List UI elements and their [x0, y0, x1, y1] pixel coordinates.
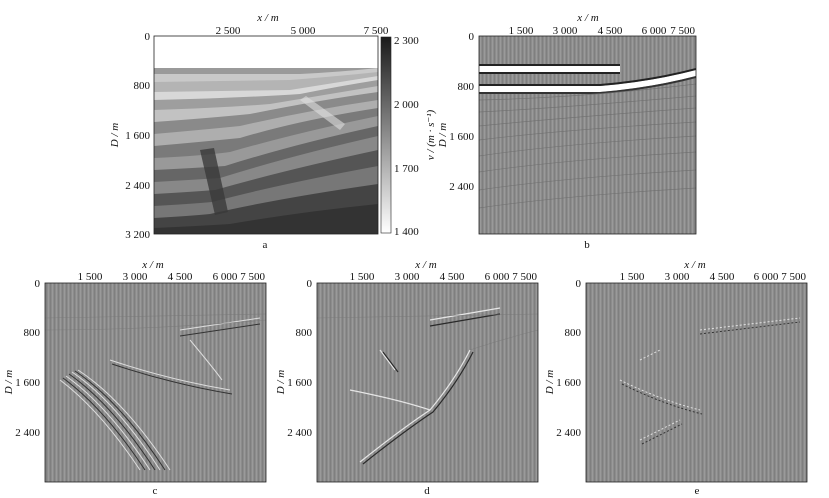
colorbar-tick: 2 000 [394, 99, 419, 111]
panel-a-xtick: 2 500 [216, 25, 241, 37]
panel-c-ylabel: D / m [3, 370, 15, 396]
panel-e-ytick: 0 [576, 278, 582, 290]
panel-c: x / m 1 500 3 000 4 500 6 000 7 500 0 80… [3, 259, 267, 497]
panel-a-ytick: 0 [145, 31, 151, 43]
panel-d-ytick: 1 600 [287, 377, 312, 389]
panel-d-xtick: 3 000 [395, 271, 420, 283]
panel-d-xlabel: x / m [414, 259, 436, 271]
panel-a-label: a [263, 239, 268, 251]
panel-b-ytick: 0 [469, 31, 475, 43]
panel-d-ytick: 0 [307, 278, 313, 290]
panel-a-ylabel: D / m [109, 123, 121, 149]
panel-e-xtick: 6 000 [754, 271, 779, 283]
panel-c-xtick: 3 000 [123, 271, 148, 283]
panel-c-ytick: 1 600 [15, 377, 40, 389]
panel-b-xtick: 7 500 [670, 25, 695, 37]
panel-b-ylabel: D / m [437, 123, 449, 149]
panel-e-ytick: 1 600 [556, 377, 581, 389]
panel-b-ytick: 1 600 [449, 131, 474, 143]
panel-e-xtick: 4 500 [710, 271, 735, 283]
colorbar [380, 36, 392, 234]
panel-b-label: b [584, 239, 590, 251]
panel-a: x / m 2 500 5 000 7 500 0 800 1 600 2 40… [109, 12, 437, 251]
panel-b-ytick: 2 400 [449, 181, 474, 193]
panel-c-ytick: 800 [24, 327, 41, 339]
velocity-model-image [154, 36, 378, 234]
panel-c-ytick: 2 400 [15, 427, 40, 439]
panel-e-xtick: 1 500 [620, 271, 645, 283]
panel-e: x / m 1 500 3 000 4 500 6 000 7 500 0 80… [544, 259, 808, 497]
colorbar-tick: 2 300 [394, 35, 419, 47]
panel-c-label: c [153, 485, 158, 497]
panel-c-xtick: 4 500 [168, 271, 193, 283]
panel-a-ytick: 2 400 [125, 180, 150, 192]
panel-b-xtick: 6 000 [642, 25, 667, 37]
seismic-image-e [586, 283, 807, 482]
seismic-image-b [479, 36, 696, 234]
panel-a-ytick: 1 600 [125, 130, 150, 142]
panel-e-ytick: 800 [565, 327, 582, 339]
panel-d: x / m 1 500 3 000 4 500 6 000 7 500 0 80… [275, 259, 539, 497]
panel-c-ytick: 0 [35, 278, 41, 290]
panel-d-xtick: 7 500 [512, 271, 537, 283]
colorbar-tick: 1 700 [394, 163, 419, 175]
panel-d-label: d [424, 485, 430, 497]
panel-e-label: e [695, 485, 700, 497]
panel-d-ytick: 800 [296, 327, 313, 339]
panel-a-xtick: 7 500 [364, 25, 389, 37]
seismic-image-c [45, 283, 266, 482]
panel-e-ylabel: D / m [544, 370, 556, 396]
panel-b-ytick: 800 [458, 81, 475, 93]
panel-b: x / m 1 500 3 000 4 500 6 000 7 500 0 80… [437, 12, 697, 251]
panel-d-xtick: 6 000 [485, 271, 510, 283]
panel-d-ylabel: D / m [275, 370, 287, 396]
panel-c-xtick: 6 000 [213, 271, 238, 283]
panel-a-ytick: 3 200 [125, 229, 150, 241]
panel-d-xtick: 4 500 [440, 271, 465, 283]
panel-a-xtick: 5 000 [291, 25, 316, 37]
panel-b-xtick: 4 500 [598, 25, 623, 37]
panel-a-ytick: 800 [134, 80, 151, 92]
panel-c-xtick: 7 500 [240, 271, 265, 283]
panel-e-xtick: 7 500 [781, 271, 806, 283]
seismic-image-d [317, 283, 538, 482]
panel-b-xtick: 1 500 [509, 25, 534, 37]
panel-e-xtick: 3 000 [665, 271, 690, 283]
panel-d-ytick: 2 400 [287, 427, 312, 439]
panel-e-ytick: 2 400 [556, 427, 581, 439]
colorbar-label: v / (m · s⁻¹) [425, 109, 437, 160]
panel-b-xlabel: x / m [576, 12, 598, 24]
panel-a-xlabel: x / m [256, 12, 278, 24]
colorbar-tick: 1 400 [394, 226, 419, 238]
panel-b-xtick: 3 000 [553, 25, 578, 37]
panel-d-xtick: 1 500 [350, 271, 375, 283]
panel-e-xlabel: x / m [683, 259, 705, 271]
panel-c-xlabel: x / m [141, 259, 163, 271]
panel-c-xtick: 1 500 [78, 271, 103, 283]
